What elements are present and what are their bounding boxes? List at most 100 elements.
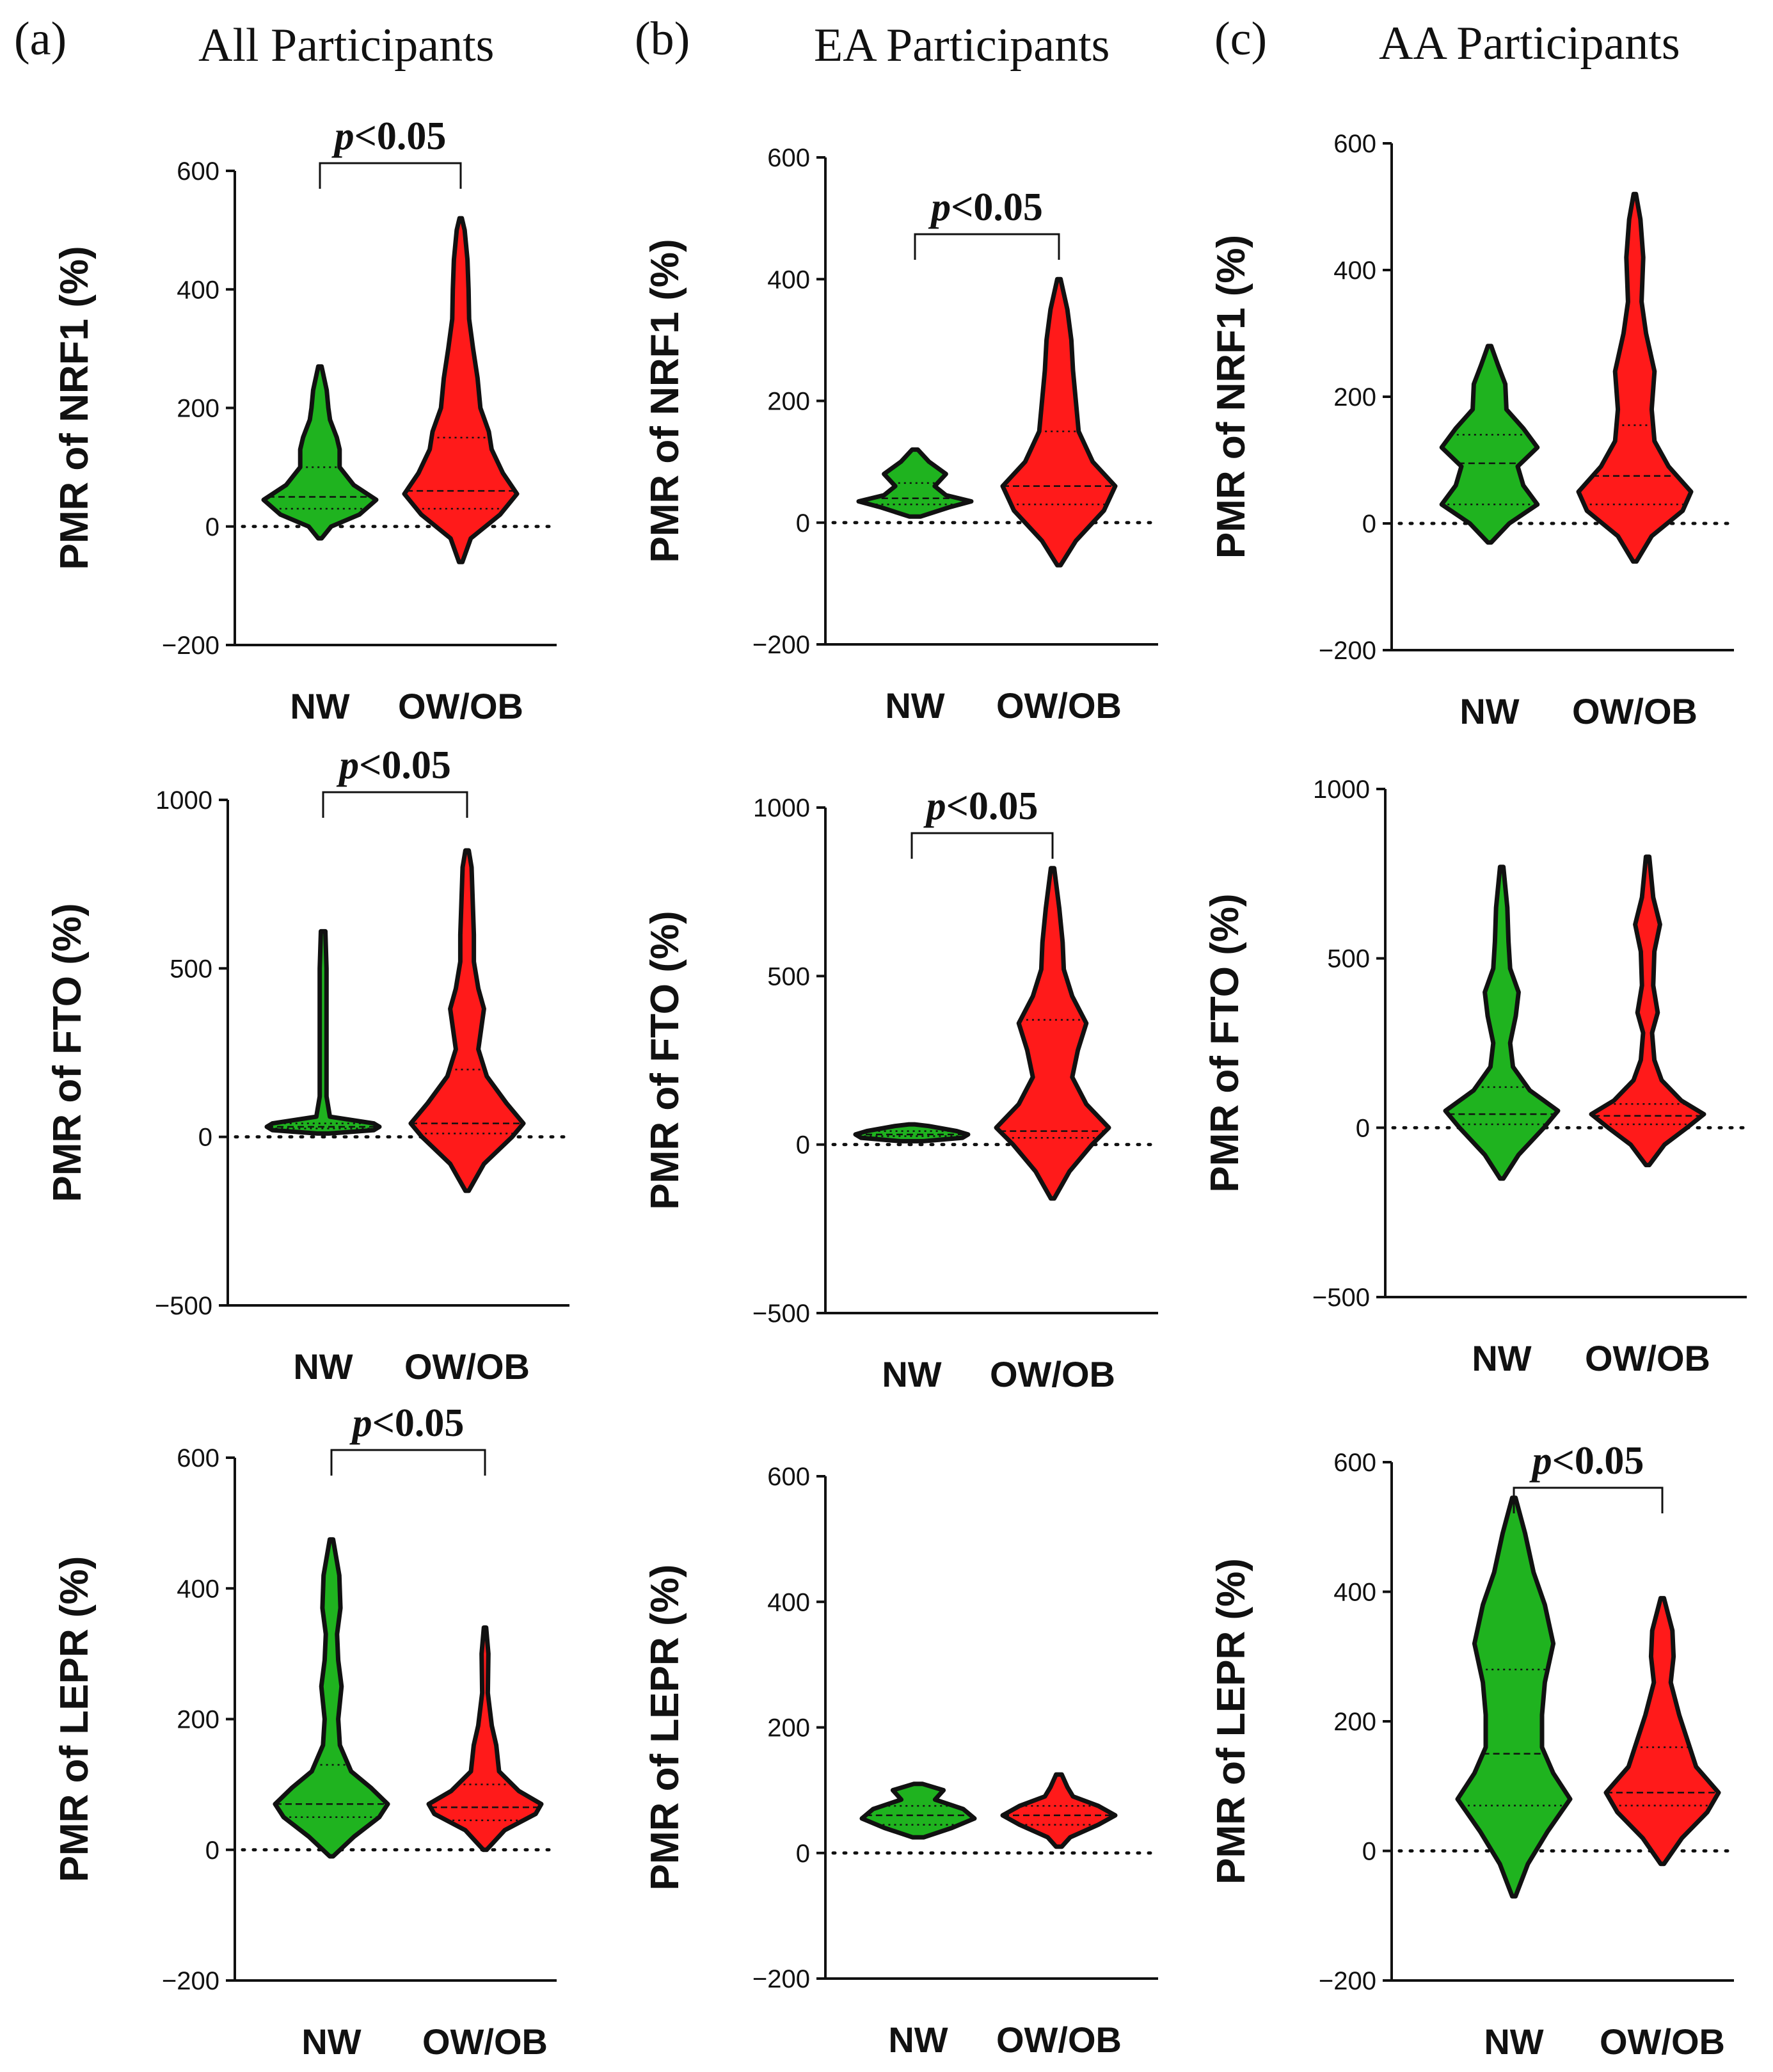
violin-panel-8: −500 0 500 1000 PMR of FTO (%) NW OW/OB — [1203, 776, 1749, 1378]
significance-p-symbol: p — [928, 186, 951, 229]
x-tick-label: NW — [885, 685, 944, 726]
y-tick-label: −500 — [1312, 1284, 1370, 1312]
y-tick-label: −200 — [1319, 1967, 1376, 1995]
significance-p-symbol: p — [1529, 1439, 1552, 1483]
y-tick-label: −200 — [752, 631, 810, 659]
y-tick-label: 200 — [177, 395, 219, 423]
violin-nw — [273, 1537, 390, 1859]
panel-letter-a: (a) — [14, 13, 67, 65]
violin-nw — [859, 1781, 977, 1840]
y-axis-label: PMR of FTO (%) — [1203, 893, 1247, 1192]
violin-panel-2: −500 0 500 1000 PMR of FTO (%) NW OW/OB p<0.05 — [45, 744, 571, 1387]
violin-nw — [261, 364, 379, 541]
y-tick-label: 0 — [205, 513, 219, 541]
significance-p-symbol: p — [331, 115, 354, 158]
y-tick-label: 1000 — [155, 786, 212, 815]
x-tick-label: NW — [1472, 1338, 1531, 1378]
y-tick-label: 200 — [1333, 1708, 1376, 1736]
violin-ow-ob — [1603, 1596, 1721, 1867]
y-axis-label: PMR of NRF1 (%) — [1209, 235, 1253, 559]
significance-p-symbol: p — [349, 1401, 372, 1445]
x-tick-label: NW — [888, 2020, 948, 2060]
y-tick-label: 500 — [170, 955, 212, 983]
violin-ow-ob — [994, 866, 1111, 1201]
significance-threshold: <0.05 — [359, 744, 451, 787]
y-tick-label: −200 — [162, 1967, 219, 1995]
significance-threshold: <0.05 — [946, 785, 1038, 828]
x-tick-label: NW — [882, 1354, 941, 1394]
y-tick-label: 200 — [767, 1714, 810, 1742]
violin-nw — [1455, 1495, 1573, 1899]
violin-nw — [1439, 344, 1540, 545]
significance-bracket — [1513, 1486, 1664, 1513]
significance-bracket — [910, 832, 1054, 859]
y-tick-label: 500 — [767, 962, 810, 991]
column-headers: (a) All Participants (b) EA Participants… — [14, 13, 1680, 72]
violin-nw — [1443, 865, 1561, 1181]
y-tick-label: 200 — [767, 388, 810, 416]
y-tick-label: 200 — [177, 1706, 219, 1734]
y-tick-label: 600 — [1333, 130, 1376, 158]
y-axis-label: PMR of NRF1 (%) — [643, 239, 687, 562]
significance-threshold: <0.05 — [1552, 1439, 1644, 1483]
significance-label: p<0.05 — [349, 1401, 465, 1445]
x-tick-label: OW/OB — [404, 1346, 530, 1387]
y-tick-label: 600 — [177, 1444, 219, 1472]
y-tick-label: 0 — [1356, 1114, 1370, 1142]
x-tick-label: OW/OB — [1572, 691, 1697, 731]
significance-label: p<0.05 — [331, 115, 447, 158]
y-tick-label: 400 — [767, 1588, 810, 1616]
significance-bracket — [914, 233, 1060, 260]
y-tick-label: −500 — [155, 1292, 212, 1320]
significance-label: p<0.05 — [928, 186, 1043, 229]
significance-bracket — [319, 162, 462, 189]
significance-threshold: <0.05 — [372, 1401, 465, 1445]
significance-p-symbol: p — [336, 744, 359, 787]
y-tick-label: 600 — [767, 144, 810, 172]
violin-ow-ob — [402, 216, 520, 564]
x-tick-label: OW/OB — [398, 686, 523, 726]
significance-p-symbol: p — [923, 785, 946, 828]
column-title-all: All Participants — [198, 19, 494, 72]
violin-nw — [853, 1122, 971, 1144]
y-tick-label: 0 — [796, 1840, 810, 1868]
x-tick-label: NW — [293, 1346, 353, 1387]
y-tick-label: 0 — [796, 509, 810, 538]
panel-letter-b: (b) — [635, 13, 690, 65]
x-tick-label: NW — [301, 2021, 361, 2062]
violin-panel-7: −200 0 200 400 600 PMR of NRF1 (%) NW OW/OB — [1209, 130, 1736, 731]
x-tick-label: OW/OB — [1585, 1338, 1710, 1378]
y-tick-label: 400 — [177, 276, 219, 304]
y-tick-label: 600 — [1333, 1449, 1376, 1477]
y-tick-label: 200 — [1333, 383, 1376, 411]
y-axis-label: PMR of NRF1 (%) — [52, 246, 97, 570]
y-axis-label: PMR of LEPR (%) — [52, 1556, 97, 1883]
y-tick-label: 400 — [767, 266, 810, 294]
violin-nw — [856, 447, 974, 519]
violin-panel-9: −200 0 200 400 600 PMR of LEPR (%) NW OW/OB p<0.… — [1209, 1439, 1736, 2062]
y-tick-label: 400 — [177, 1575, 219, 1603]
y-tick-label: 0 — [1362, 1838, 1376, 1866]
violin-ow-ob — [1000, 1772, 1118, 1849]
y-tick-label: 500 — [1327, 945, 1370, 973]
violin-panel-6: −200 0 200 400 600 PMR of LEPR (%) NW OW/OB — [643, 1463, 1160, 2060]
x-tick-label: NW — [1459, 691, 1519, 731]
y-tick-label: −500 — [752, 1300, 810, 1328]
y-axis-label: PMR of LEPR (%) — [1209, 1558, 1253, 1885]
violin-ow-ob — [408, 848, 526, 1193]
y-tick-label: 1000 — [1313, 776, 1370, 804]
y-tick-label: 0 — [198, 1124, 212, 1152]
significance-bracket — [322, 791, 468, 818]
significance-label: p<0.05 — [923, 785, 1038, 828]
x-tick-label: OW/OB — [990, 1354, 1115, 1394]
y-tick-label: 0 — [796, 1131, 810, 1160]
panel-letter-c: (c) — [1214, 13, 1267, 65]
x-tick-label: NW — [1484, 2021, 1543, 2062]
x-tick-label: OW/OB — [996, 2020, 1122, 2060]
column-title-aa: AA Participants — [1379, 17, 1680, 70]
y-tick-label: −200 — [1319, 637, 1376, 665]
violin-panel-5: −500 0 500 1000 PMR of FTO (%) NW OW/OB p<0.05 — [643, 785, 1160, 1394]
x-tick-label: NW — [290, 686, 349, 726]
x-tick-label: OW/OB — [1600, 2021, 1725, 2062]
